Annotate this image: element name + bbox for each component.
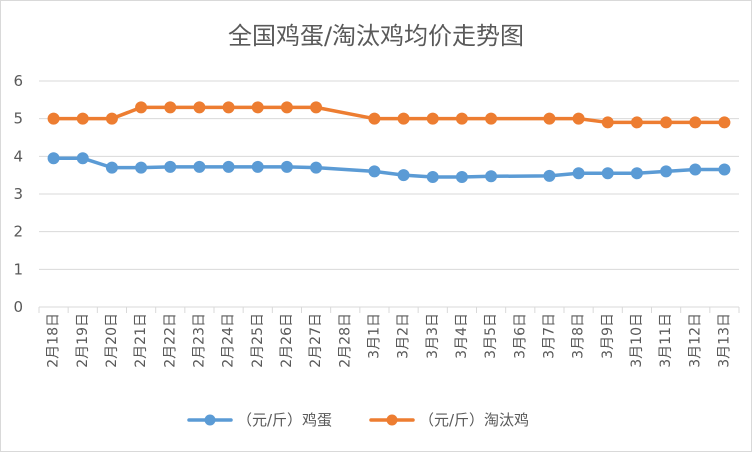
x-tick-label: 2月21日 [133, 313, 149, 368]
data-point [164, 101, 177, 114]
legend-marker [386, 414, 398, 426]
legend-label: （元/斤）鸡蛋 [237, 411, 332, 429]
data-point [601, 167, 614, 180]
data-point [76, 112, 89, 125]
x-tick-label: 3月13日 [716, 313, 732, 368]
data-point [105, 112, 118, 125]
data-point [485, 170, 498, 183]
y-tick-label: 6 [13, 72, 23, 90]
data-point [718, 116, 731, 129]
data-point [572, 112, 585, 125]
legend-marker [204, 414, 216, 426]
data-point [47, 112, 60, 125]
data-point [601, 116, 614, 129]
series-line-0 [51, 156, 727, 179]
x-tick-label: 3月9日 [600, 313, 616, 359]
x-axis-ticks: 2月18日 2月19日 2月20日 2月21日 2月22日 2月23日 2月24日 2月25日… [46, 313, 733, 368]
data-point [543, 169, 556, 182]
data-point [426, 112, 439, 125]
data-point [76, 152, 89, 165]
y-tick-label: 2 [13, 223, 23, 241]
data-point [455, 112, 468, 125]
x-tick-label: 2月24日 [221, 313, 237, 368]
series-line-1 [51, 105, 727, 125]
x-tick-label: 2月23日 [191, 313, 207, 368]
y-tick-label: 5 [13, 110, 23, 128]
data-point [310, 101, 323, 114]
x-tick-label: 2月27日 [308, 313, 324, 368]
x-tick-label: 3月3日 [425, 313, 441, 359]
chart-title: 全国鸡蛋/淘汰鸡均价走势图 [228, 22, 524, 50]
data-point [397, 169, 410, 182]
data-point [485, 112, 498, 125]
series-group [47, 101, 731, 184]
data-point [280, 160, 293, 173]
data-point [660, 165, 673, 178]
data-point [543, 112, 556, 125]
data-point [630, 116, 643, 129]
x-tick-label: 2月18日 [46, 313, 62, 368]
x-tick-label: 3月10日 [629, 313, 645, 368]
data-point [222, 101, 235, 114]
x-tick-label: 3月6日 [512, 313, 528, 359]
data-point [630, 167, 643, 180]
x-tick-label: 3月4日 [454, 313, 470, 359]
x-tick-label: 3月7日 [541, 313, 557, 359]
data-point [280, 101, 293, 114]
x-tick-label: 3月2日 [396, 313, 412, 359]
data-point [47, 152, 60, 165]
x-tick-label: 2月28日 [337, 313, 353, 368]
data-point [164, 160, 177, 173]
y-axis-ticks: 0 1 2 3 4 5 6 [13, 72, 23, 316]
x-tick-label: 2月25日 [250, 313, 266, 368]
data-point [368, 112, 381, 125]
y-tick-label: 0 [13, 298, 23, 316]
data-point [455, 171, 468, 184]
data-point [689, 116, 702, 129]
data-point [368, 165, 381, 178]
data-point [193, 160, 206, 173]
data-point [222, 160, 235, 173]
x-tick-label: 2月26日 [279, 313, 295, 368]
y-tick-label: 1 [13, 260, 23, 278]
x-tick-label: 2月19日 [75, 313, 91, 368]
data-point [251, 160, 264, 173]
x-tick-label: 3月8日 [571, 313, 587, 359]
x-tick-label: 2月20日 [104, 313, 120, 368]
data-point [310, 161, 323, 174]
data-point [135, 101, 148, 114]
data-point [426, 171, 439, 184]
data-point [251, 101, 264, 114]
data-point [193, 101, 206, 114]
data-point [397, 112, 410, 125]
x-tick-label: 3月12日 [687, 313, 703, 368]
x-tick-label: 3月5日 [483, 313, 499, 359]
y-tick-label: 3 [13, 185, 23, 203]
data-point [105, 161, 118, 174]
data-point [660, 116, 673, 129]
x-tick-label: 3月11日 [658, 313, 674, 368]
gridlines [38, 80, 740, 313]
data-point [718, 163, 731, 176]
data-point [689, 163, 702, 176]
data-point [572, 167, 585, 180]
legend-label: （元/斤）淘汰鸡 [419, 411, 529, 429]
y-tick-label: 4 [13, 147, 23, 165]
x-tick-label: 2月22日 [162, 313, 178, 368]
legend: （元/斤）鸡蛋 （元/斤）淘汰鸡 [187, 411, 529, 429]
x-tick-label: 3月1日 [366, 313, 382, 359]
data-point [135, 161, 148, 174]
